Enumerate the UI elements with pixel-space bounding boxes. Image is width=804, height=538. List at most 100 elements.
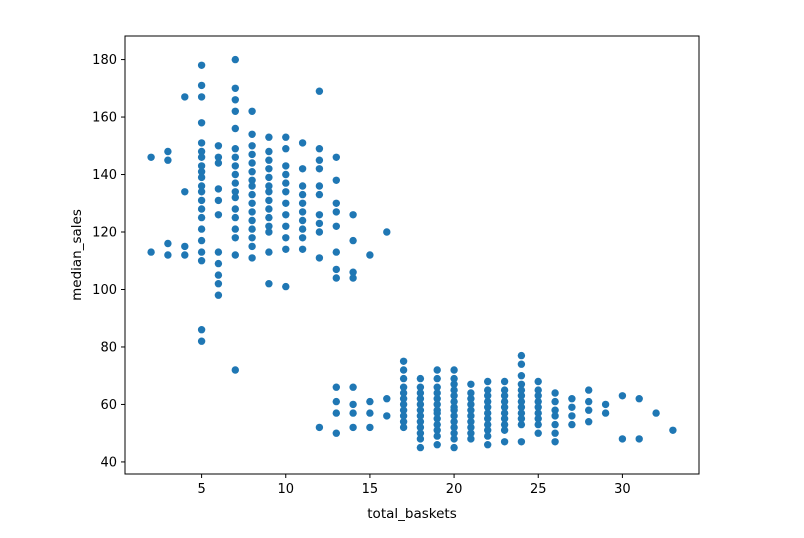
data-point: [618, 435, 627, 443]
data-point: [248, 190, 256, 199]
data-point: [282, 133, 290, 141]
data-point: [265, 248, 273, 256]
data-point: [298, 199, 307, 207]
data-point: [282, 282, 290, 291]
data-point: [282, 145, 290, 153]
data-point: [669, 426, 677, 434]
data-point: [332, 274, 340, 282]
data-point: [298, 190, 307, 199]
data-point: [315, 165, 324, 173]
data-point: [416, 418, 425, 426]
data-point: [248, 208, 256, 216]
data-point: [265, 213, 273, 222]
data-point: [265, 156, 273, 164]
data-point: [450, 443, 458, 452]
data-point: [282, 188, 290, 196]
data-point: [298, 182, 307, 190]
data-point: [467, 412, 475, 420]
data-point: [467, 395, 475, 403]
data-point: [416, 383, 425, 391]
data-point: [484, 420, 492, 429]
data-point: [349, 400, 357, 409]
data-point: [332, 248, 340, 256]
data-point: [450, 386, 458, 394]
data-point: [366, 397, 374, 406]
data-point: [315, 190, 324, 199]
data-point: [231, 55, 239, 64]
data-point: [332, 176, 340, 184]
data-point: [416, 406, 425, 414]
data-point: [433, 374, 441, 383]
data-point: [181, 93, 189, 101]
data-point: [517, 415, 526, 423]
data-point: [517, 392, 526, 400]
data-point: [164, 251, 172, 259]
data-point: [399, 383, 408, 391]
data-point: [282, 179, 290, 187]
data-point: [484, 403, 492, 411]
data-point: [282, 162, 290, 170]
data-point: [349, 383, 357, 391]
data-point: [197, 213, 206, 222]
data-point: [601, 409, 610, 417]
data-point: [197, 188, 206, 196]
data-point: [383, 395, 391, 403]
data-point: [450, 412, 458, 420]
data-point: [433, 409, 441, 417]
data-point: [568, 403, 576, 411]
data-point: [416, 429, 425, 437]
data-point: [332, 208, 340, 216]
data-point: [214, 159, 223, 167]
data-point: [248, 242, 256, 251]
data-point: [298, 216, 307, 225]
data-point: [467, 435, 475, 443]
data-point: [500, 377, 509, 386]
data-point: [484, 441, 492, 449]
data-point: [399, 406, 408, 414]
data-point: [433, 415, 441, 423]
data-point: [433, 395, 441, 403]
data-point: [265, 133, 273, 141]
data-point: [214, 196, 223, 205]
data-point: [399, 418, 408, 426]
data-point: [282, 199, 290, 207]
data-point: [231, 170, 239, 179]
data-point: [534, 420, 542, 429]
data-point: [197, 173, 206, 182]
data-point: [332, 199, 340, 207]
data-point: [467, 418, 475, 426]
data-point: [265, 182, 273, 190]
data-point: [231, 107, 239, 116]
data-point: [197, 168, 206, 176]
data-point: [315, 211, 324, 219]
data-point: [214, 291, 223, 299]
data-point: [517, 360, 526, 368]
data-point: [484, 386, 492, 394]
y-tick-label: 80: [100, 340, 117, 355]
plot-area: 5 10 15 20 25 30 40 60 80 100 120 140 160 180: [92, 35, 700, 497]
data-point: [164, 156, 172, 164]
data-point: [231, 213, 239, 222]
data-point: [332, 383, 340, 391]
data-point: [181, 242, 189, 251]
data-point: [450, 392, 458, 400]
data-point: [315, 219, 324, 228]
data-point: [601, 400, 610, 409]
data-point: [517, 351, 526, 360]
data-point: [433, 400, 441, 409]
data-point: [197, 81, 206, 90]
data-point: [416, 374, 425, 383]
data-point: [585, 406, 593, 414]
data-point: [147, 248, 155, 256]
data-point: [231, 251, 239, 259]
data-point: [248, 182, 256, 190]
data-point: [164, 239, 172, 248]
data-point: [214, 153, 223, 161]
data-point: [433, 389, 441, 397]
data-point: [214, 280, 223, 288]
data-point: [500, 426, 509, 434]
data-point: [635, 395, 643, 403]
data-point: [500, 438, 509, 446]
data-point: [214, 185, 223, 193]
data-point: [399, 395, 408, 403]
